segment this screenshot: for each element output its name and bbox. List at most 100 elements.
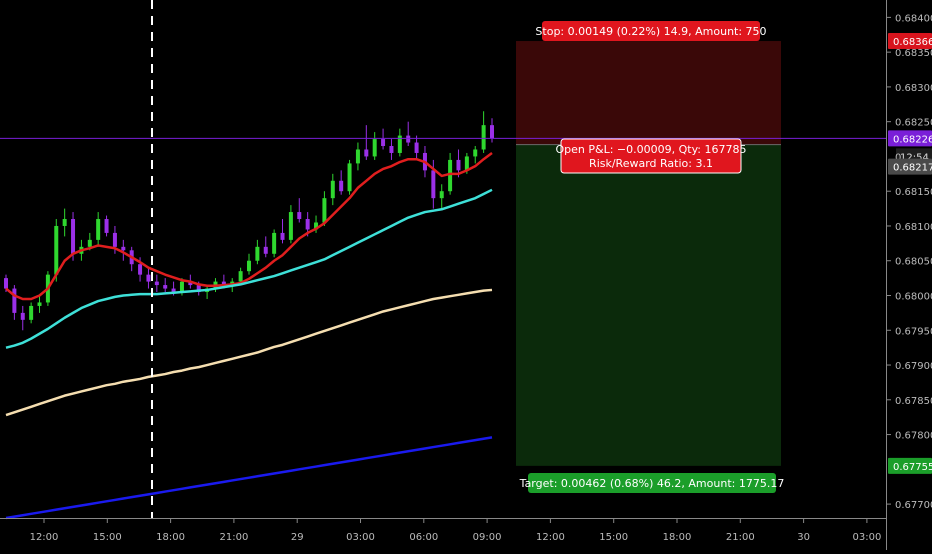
position-labels[interactable]: Stop: 0.00149 (0.22%) 14.9, Amount: 750 O… [519, 21, 785, 493]
last-price-tag-text: 0.68226 [893, 134, 932, 145]
target-label-text: Target: 0.00462 (0.68%) 46.2, Amount: 17… [519, 477, 785, 490]
candle-body [104, 219, 109, 233]
time-tick-label: 03:00 [346, 532, 375, 543]
moving-average-series [5, 151, 493, 520]
candle-body [188, 281, 193, 286]
candle-body [196, 285, 201, 293]
candle-body [406, 135, 411, 143]
candle-body [263, 246, 268, 254]
stop-price-tag [888, 33, 932, 50]
target-label[interactable] [528, 473, 776, 493]
candle-body [355, 149, 360, 164]
time-tick-label: 30 [797, 532, 810, 543]
candle-body [112, 232, 117, 247]
candle-body [431, 170, 436, 199]
candle-body [54, 225, 59, 275]
partial-tick-label: 0 [895, 152, 901, 163]
open-pnl-label[interactable] [560, 138, 742, 174]
target-price-tag [888, 457, 932, 474]
candle-body [37, 302, 42, 306]
candle-body [20, 312, 25, 320]
moving-average-line-3 [5, 288, 493, 417]
last-price-tag [888, 130, 932, 147]
candle-body [322, 198, 327, 223]
chart-overlays [0, 0, 886, 518]
time-tick-label: 29 [291, 532, 304, 543]
candle-body [414, 142, 419, 153]
candle-body [490, 125, 494, 139]
candle-body [448, 159, 453, 192]
time-tick-label: 21:00 [726, 532, 755, 543]
candle-body [439, 191, 444, 199]
stop-label-text: Stop: 0.00149 (0.22%) 14.9, Amount: 750 [535, 25, 766, 38]
candle-body [255, 246, 260, 261]
time-axis[interactable]: 12:00 15:00 18:00 21:00 29 03:00 06:00 09:00 12:… [0, 518, 886, 543]
candle-body [62, 219, 67, 226]
moving-average-line-4 [5, 436, 493, 520]
candle-body [154, 281, 159, 286]
entry-price-tag-text: 0.68217 [893, 163, 932, 174]
candle-body [347, 163, 352, 192]
candle-body [297, 212, 302, 220]
time-tick-label: 12:00 [30, 532, 59, 543]
candle-body [397, 135, 402, 153]
target-price-tag-text: 0.67755 [893, 462, 932, 473]
candle-body [381, 139, 386, 147]
candle-body [288, 212, 293, 240]
candle-body [473, 149, 478, 157]
candle-body [238, 271, 243, 282]
time-tick-label: 15:00 [599, 532, 628, 543]
candle-body [456, 159, 461, 171]
candle-body [247, 260, 251, 272]
candle-body [464, 156, 469, 171]
candle-body [4, 278, 8, 289]
candle-body [179, 281, 184, 293]
moving-average-line-2 [5, 188, 493, 349]
time-tick-label: 21:00 [219, 532, 248, 543]
candle-body [314, 222, 319, 230]
stop-loss-zone[interactable] [516, 41, 781, 145]
candle-body [272, 232, 277, 254]
candle-body [146, 274, 151, 282]
countdown-text: 12:54 [900, 152, 929, 163]
candle-body [339, 180, 344, 192]
time-tick-label: 18:00 [156, 532, 185, 543]
candle-body [280, 232, 285, 240]
time-tick-label: 18:00 [663, 532, 692, 543]
candle-body [364, 149, 369, 157]
candle-body [96, 219, 101, 240]
time-tick-label: 03:00 [852, 532, 881, 543]
position-zones[interactable] [516, 41, 781, 466]
candle-body [29, 305, 34, 320]
time-tick-label: 09:00 [473, 532, 502, 543]
candle-body [71, 219, 76, 254]
candle-body [221, 281, 226, 286]
candle-body [330, 180, 335, 199]
candle-body [305, 219, 310, 230]
open-pnl-label-text: Open P&L: −0.00009, Qty: 167785 [556, 143, 747, 156]
stop-label[interactable] [542, 21, 760, 41]
open-pnl-label-text: Risk/Reward Ratio: 3.1 [589, 157, 713, 170]
stop-price-tag-text: 0.68366 [893, 37, 932, 48]
take-profit-zone[interactable] [516, 144, 781, 466]
moving-average-line-1 [5, 151, 493, 301]
candle-body [171, 288, 176, 293]
candle-body [481, 125, 486, 150]
candle-body [121, 246, 126, 251]
time-tick-label: 12:00 [536, 532, 565, 543]
candle-body [372, 139, 377, 157]
